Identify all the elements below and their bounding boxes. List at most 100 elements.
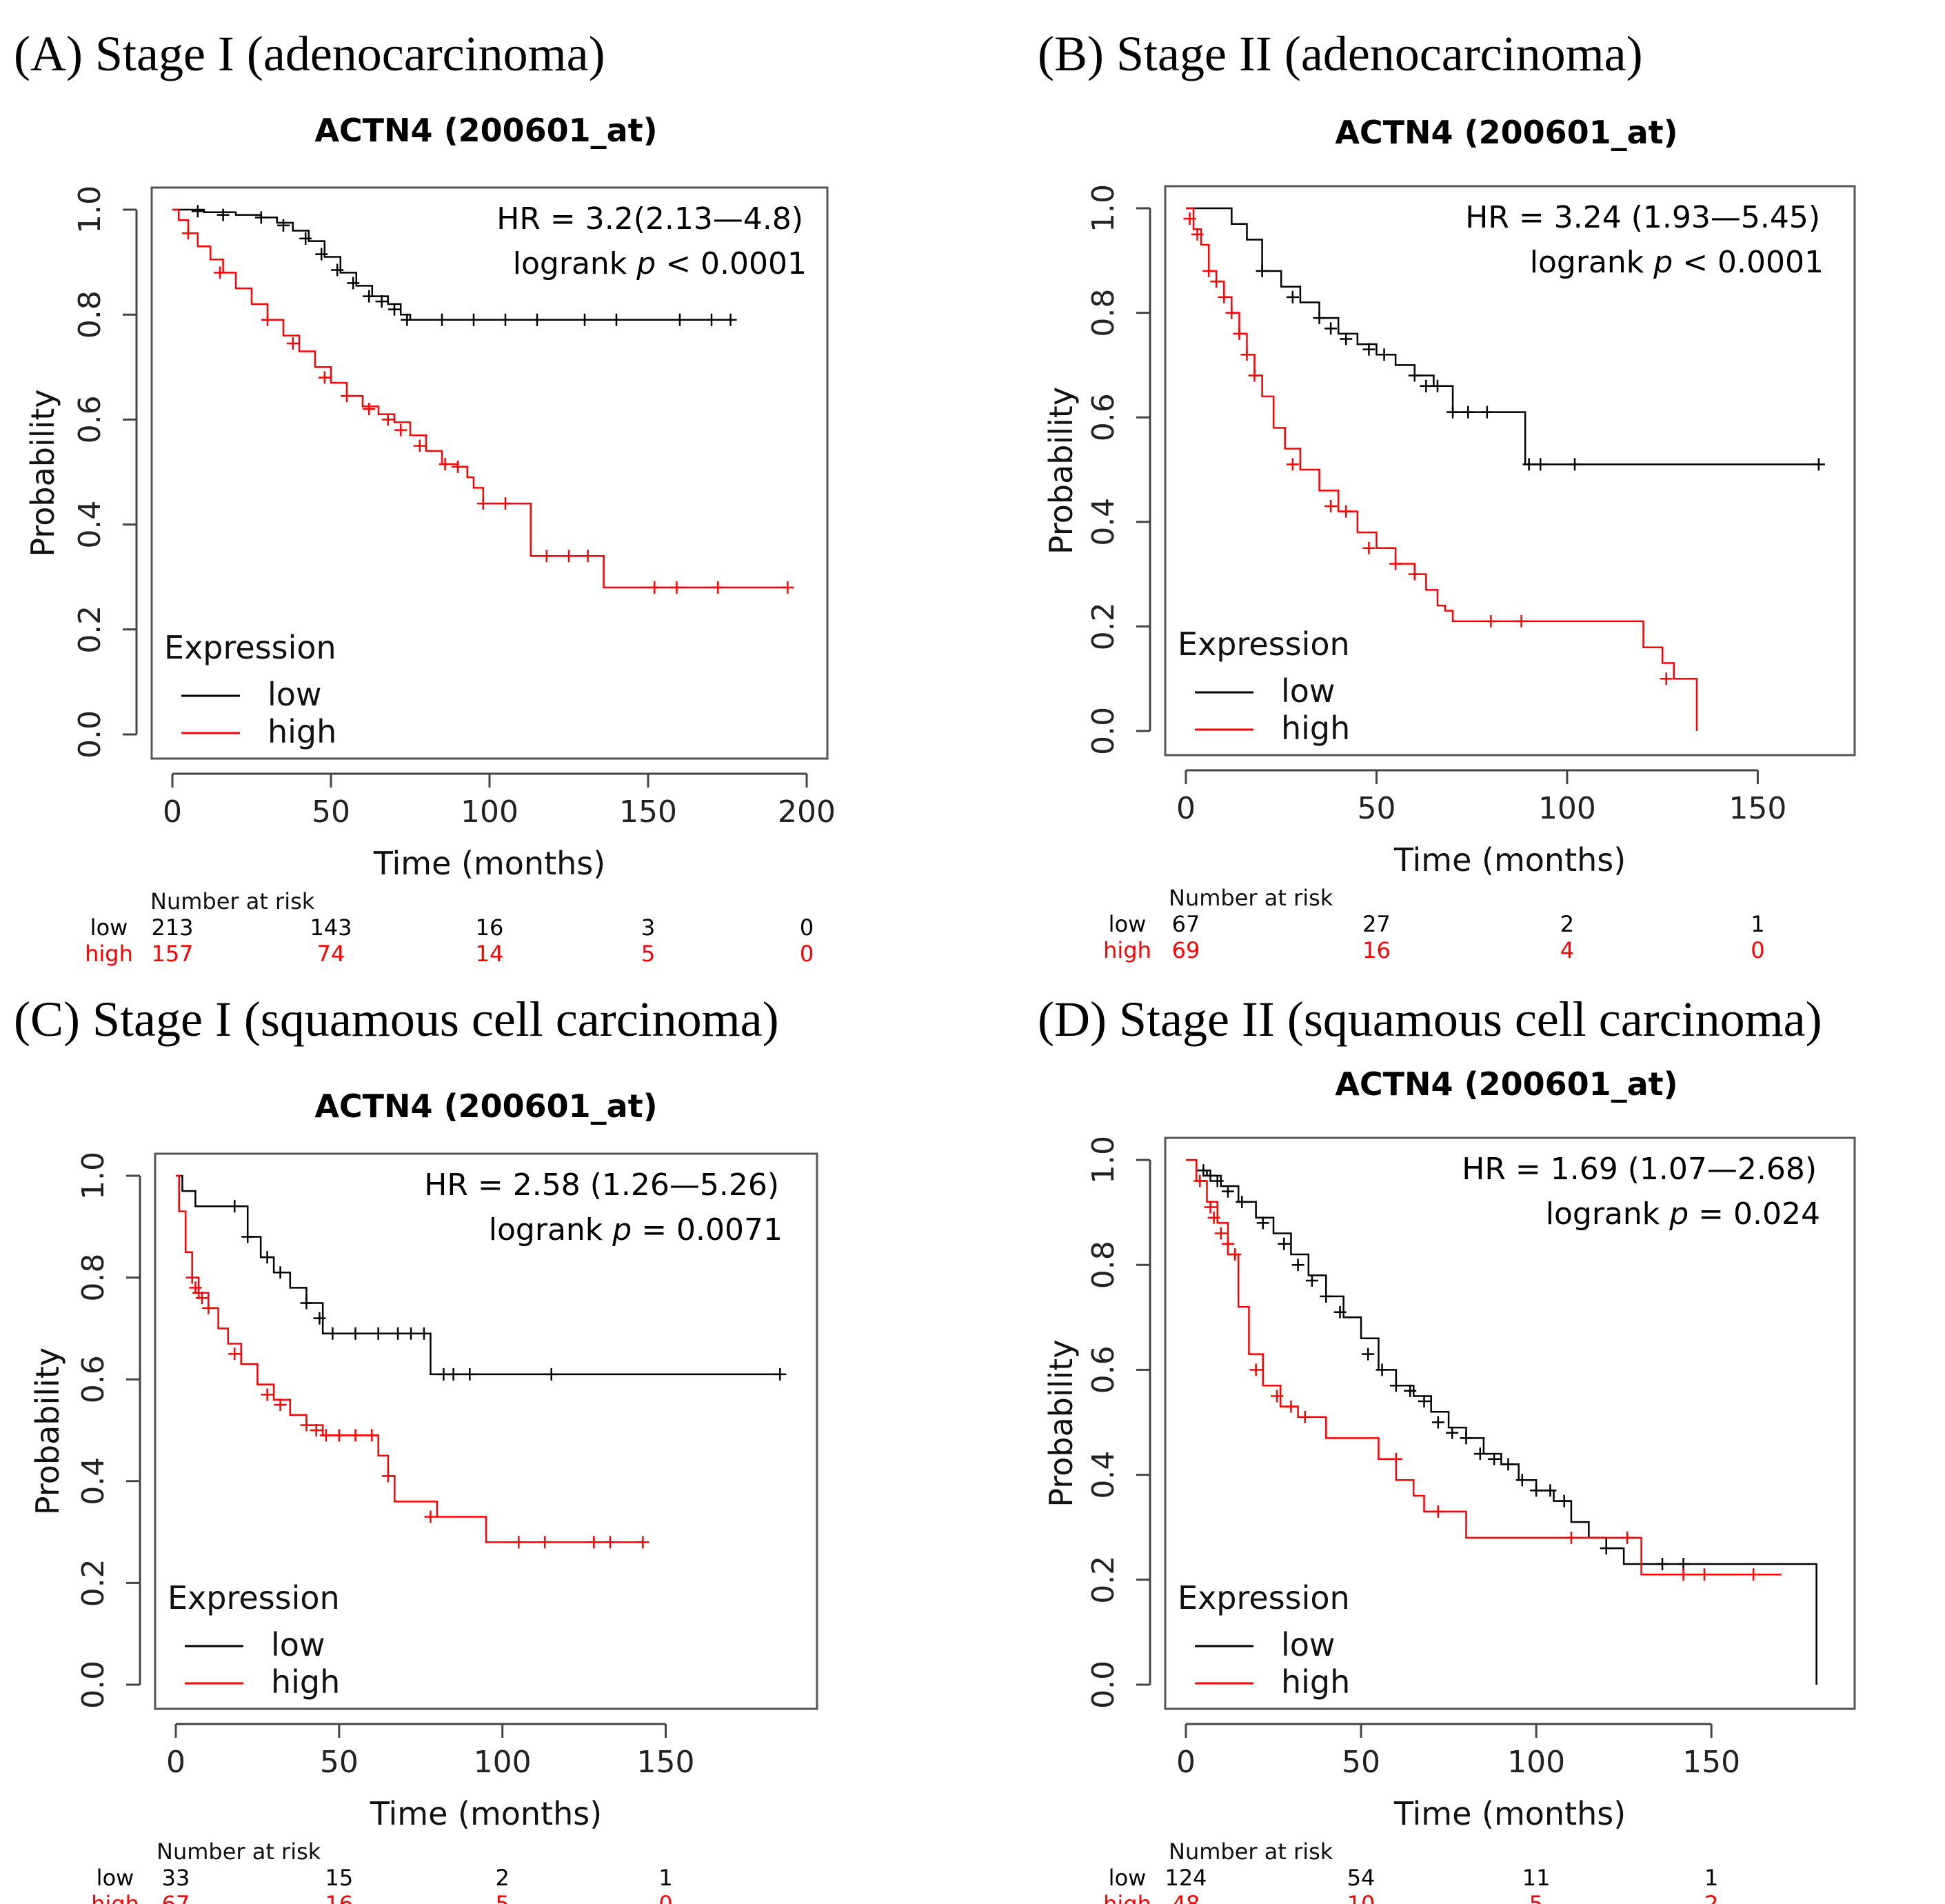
censor-mark-high bbox=[452, 460, 464, 473]
censor-mark-low bbox=[216, 208, 230, 221]
panel-heading: (D) Stage II (squamous cell carcinoma) bbox=[1038, 992, 1822, 1047]
censor-mark-high bbox=[310, 1424, 323, 1436]
censor-mark-high bbox=[1298, 1410, 1311, 1423]
censor-mark-high bbox=[540, 550, 553, 563]
risk-value-low: 143 bbox=[310, 914, 352, 941]
censor-mark-low bbox=[331, 263, 344, 277]
y-tick-label: 0.6 bbox=[72, 395, 108, 443]
censor-mark-low bbox=[1313, 312, 1326, 325]
legend-label-high: high bbox=[1281, 1663, 1350, 1701]
censor-mark-low bbox=[405, 1327, 418, 1340]
censor-mark-low bbox=[1488, 1452, 1501, 1465]
censor-mark-high bbox=[1564, 1531, 1578, 1544]
hazard-ratio: HR = 1.69 (1.07—2.68) bbox=[1462, 1152, 1817, 1187]
censor-mark-high bbox=[1218, 290, 1231, 303]
x-tick-label: 50 bbox=[1357, 791, 1395, 826]
censor-mark-high bbox=[1340, 505, 1353, 518]
censor-mark-high bbox=[781, 581, 794, 594]
risk-value-high: 2 bbox=[1704, 1891, 1718, 1904]
censor-mark-low bbox=[1197, 1164, 1210, 1177]
censor-mark-high bbox=[1677, 1568, 1690, 1581]
censor-mark-high bbox=[274, 1399, 287, 1412]
censor-mark-high bbox=[1362, 541, 1375, 554]
censor-mark-low bbox=[1408, 369, 1421, 382]
risk-value-low: 124 bbox=[1165, 1865, 1207, 1891]
panel-b: (B) Stage II (adenocarcinoma) ACTN4 (2006… bbox=[1038, 26, 1856, 963]
censor-mark-low bbox=[436, 313, 448, 326]
censor-mark-high bbox=[1324, 500, 1338, 513]
censor-mark-low bbox=[1362, 343, 1375, 356]
censor-mark-high bbox=[648, 581, 661, 594]
y-tick-label: 1.0 bbox=[1086, 184, 1121, 232]
censor-mark-high bbox=[1193, 1174, 1207, 1188]
censor-mark-high bbox=[341, 390, 353, 403]
censor-mark-high bbox=[1202, 264, 1216, 277]
y-tick-label: 0.4 bbox=[1086, 498, 1121, 546]
legend-label-low: low bbox=[1281, 1626, 1336, 1663]
censor-mark-high bbox=[499, 497, 512, 510]
risk-value-low: 2 bbox=[1560, 911, 1574, 937]
censor-mark-high bbox=[1484, 614, 1498, 628]
censor-mark-high bbox=[1225, 306, 1238, 319]
risk-value-low: 33 bbox=[162, 1865, 190, 1891]
censor-mark-low bbox=[1256, 1216, 1269, 1230]
censor-mark-low bbox=[1375, 1363, 1389, 1376]
risk-value-low: 15 bbox=[325, 1865, 353, 1891]
risk-value-low: 1 bbox=[1751, 911, 1764, 937]
censor-mark-high bbox=[563, 550, 575, 563]
censor-mark-high bbox=[228, 1347, 241, 1361]
panel-heading: (B) Stage II (adenocarcinoma) bbox=[1038, 26, 1643, 81]
censor-mark-high bbox=[476, 497, 490, 510]
censor-mark-low bbox=[1677, 1557, 1690, 1570]
censor-mark-high bbox=[1621, 1531, 1634, 1544]
censor-mark-high bbox=[1233, 327, 1246, 340]
panel-heading: (C) Stage I (squamous cell carcinoma) bbox=[14, 992, 779, 1047]
risk-table-title: Number at risk bbox=[150, 888, 315, 914]
censor-mark-low bbox=[388, 303, 401, 316]
censor-mark-low bbox=[347, 277, 360, 290]
censor-mark-low bbox=[1569, 458, 1581, 471]
x-tick-label: 50 bbox=[312, 794, 350, 830]
censor-mark-low bbox=[392, 1327, 405, 1340]
x-tick-label: 50 bbox=[320, 1745, 359, 1780]
censor-mark-low bbox=[1340, 332, 1353, 345]
censor-mark-low bbox=[313, 1312, 326, 1325]
censor-mark-high bbox=[1191, 228, 1204, 241]
logrank-p: logrank p < 0.0001 bbox=[513, 246, 807, 281]
censor-mark-high bbox=[587, 1536, 601, 1549]
censor-mark-low bbox=[1204, 1169, 1217, 1182]
censor-mark-low bbox=[1333, 1305, 1347, 1319]
censor-mark-low bbox=[705, 313, 718, 326]
risk-value-low: 0 bbox=[800, 914, 814, 941]
censor-mark-low bbox=[1362, 1347, 1375, 1361]
censor-mark-low bbox=[1291, 1259, 1304, 1272]
y-tick-label: 0.0 bbox=[72, 710, 108, 759]
y-tick-label: 0.4 bbox=[72, 501, 108, 549]
censor-mark-low bbox=[326, 1327, 339, 1340]
risk-row-label-high: high bbox=[85, 941, 133, 967]
survival-curve-low bbox=[1186, 1159, 1817, 1685]
survival-curve-low bbox=[1186, 207, 1819, 465]
risk-value-low: 27 bbox=[1362, 911, 1391, 937]
censor-mark-high bbox=[349, 1429, 362, 1442]
risk-value-low: 16 bbox=[476, 914, 504, 941]
censor-mark-low bbox=[1378, 348, 1391, 361]
legend-label-low: low bbox=[271, 1626, 325, 1663]
x-axis-label: Time (months) bbox=[370, 1795, 602, 1832]
censor-mark-low bbox=[363, 290, 376, 303]
y-tick-label: 1.0 bbox=[1086, 1136, 1121, 1184]
censor-mark-high bbox=[363, 403, 376, 416]
censor-mark-low bbox=[1418, 1395, 1431, 1408]
censor-mark-low bbox=[1460, 1432, 1473, 1445]
censor-mark-high bbox=[636, 1536, 649, 1549]
censor-mark-high bbox=[1183, 212, 1196, 226]
chart-title: ACTN4 (200601_at) bbox=[1335, 1065, 1677, 1103]
y-tick-label: 0.6 bbox=[1086, 1345, 1121, 1394]
y-tick-label: 0.2 bbox=[76, 1559, 111, 1607]
censor-mark-high bbox=[214, 266, 226, 279]
censor-mark-high bbox=[182, 227, 194, 240]
censor-mark-low bbox=[254, 211, 268, 224]
censor-mark-high bbox=[185, 1271, 199, 1284]
legend-label-high: high bbox=[1281, 710, 1350, 747]
